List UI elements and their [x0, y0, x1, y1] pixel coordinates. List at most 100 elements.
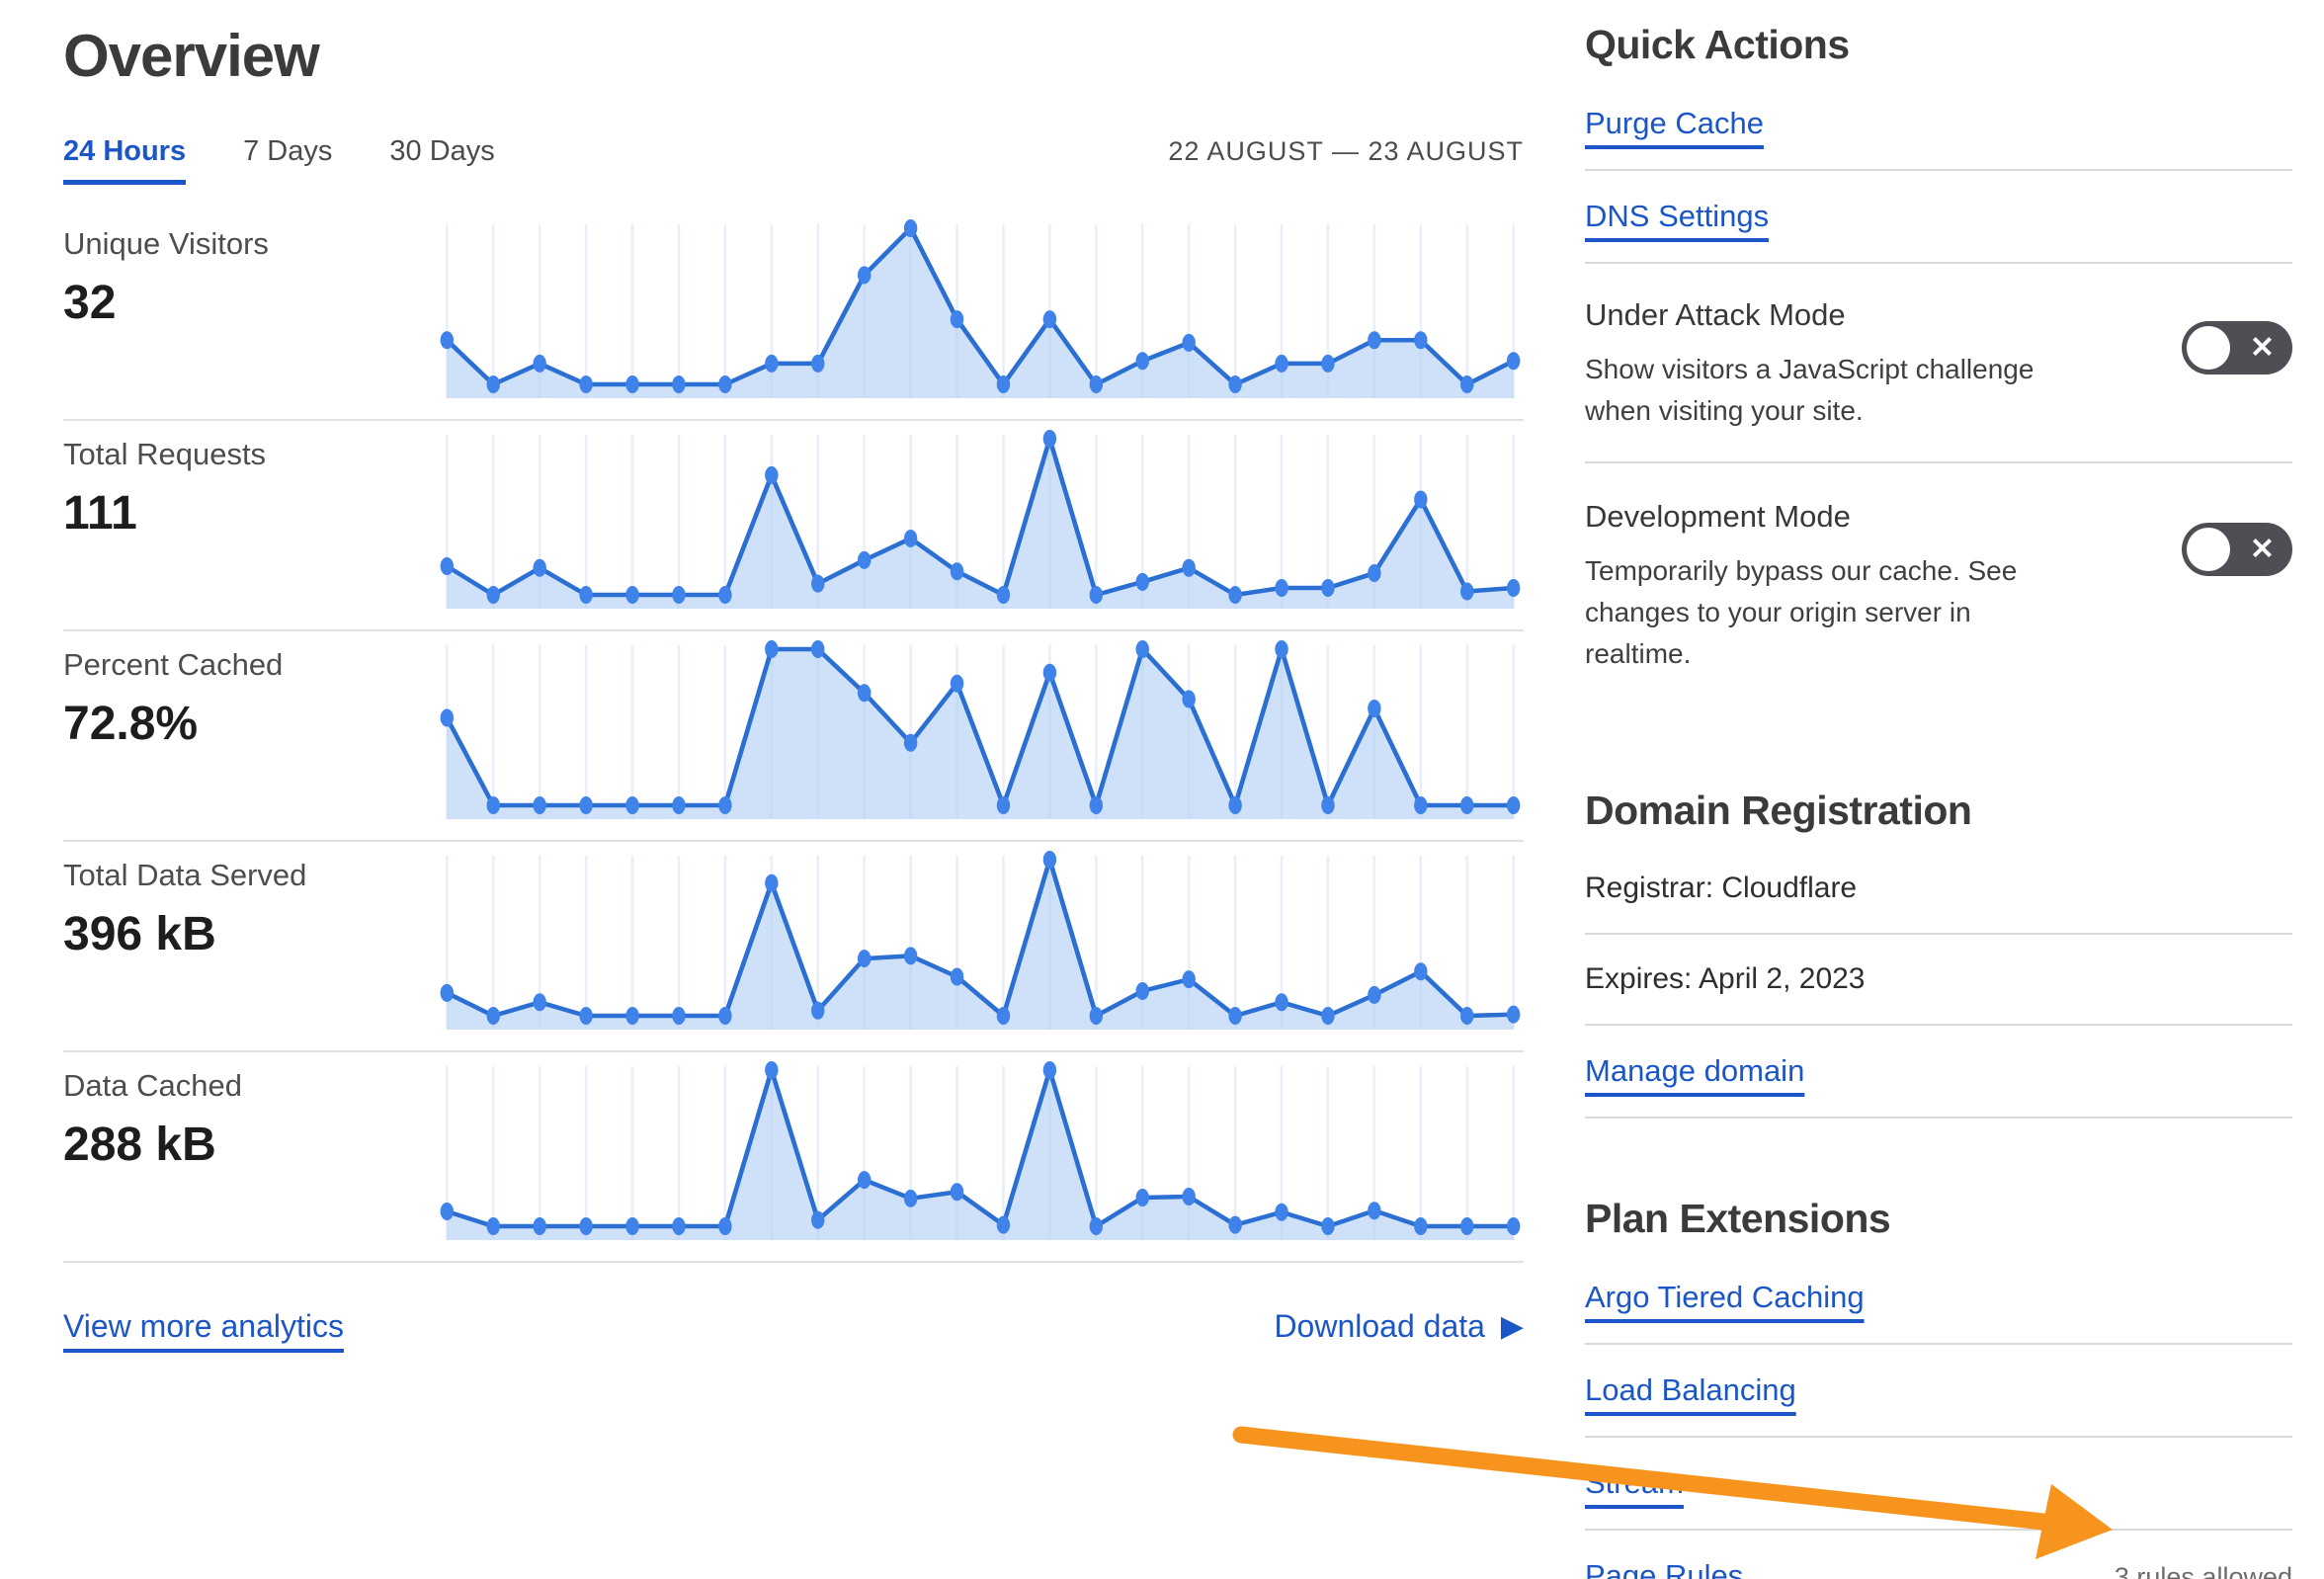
data-point	[533, 992, 546, 1011]
metric-row-percent-cached: Percent Cached 72.8%	[63, 631, 1524, 842]
data-point	[625, 795, 639, 814]
data-point	[1368, 330, 1381, 349]
development-mode-toggle[interactable]: ✕	[2182, 523, 2292, 576]
plan-extension-row: Page Rules 3 rules allowed	[1585, 1558, 2292, 1579]
area-fill	[447, 438, 1514, 609]
data-point	[486, 795, 500, 814]
data-point	[1228, 1006, 1242, 1025]
metric-label: Total Data Served	[63, 858, 307, 892]
stream-link[interactable]: Stream	[1585, 1465, 1684, 1500]
data-point	[1182, 558, 1196, 577]
under-attack-mode-toggle[interactable]: ✕	[2182, 321, 2292, 374]
metric-row-unique-visitors: Unique Visitors 32	[63, 210, 1524, 421]
data-point	[1275, 639, 1288, 658]
metric-row-total-requests: Total Requests 111	[63, 421, 1524, 631]
data-point	[1275, 578, 1288, 597]
analytics-footer-links: View more analytics Download data ▶	[63, 1308, 1524, 1345]
data-point	[903, 1189, 918, 1207]
data-point	[1460, 795, 1474, 814]
page-rules-link[interactable]: Page Rules	[1585, 1558, 1744, 1579]
data-point	[1042, 429, 1057, 448]
purge-cache-link[interactable]: Purge Cache	[1585, 106, 1764, 140]
data-point	[903, 946, 918, 964]
data-point	[1506, 351, 1521, 370]
data-point	[1414, 330, 1428, 349]
data-point	[1089, 374, 1104, 393]
argo-tiered-caching-link[interactable]: Argo Tiered Caching	[1585, 1280, 1865, 1314]
sparkline-chart	[440, 429, 1521, 609]
data-point	[996, 1006, 1011, 1025]
toggle-knob	[2187, 528, 2230, 571]
download-data-label: Download data	[1274, 1308, 1485, 1344]
data-point	[857, 949, 872, 967]
view-more-analytics-link[interactable]: View more analytics	[63, 1308, 344, 1344]
data-point	[486, 1006, 500, 1025]
data-point	[1089, 585, 1104, 604]
manage-domain-link[interactable]: Manage domain	[1585, 1053, 1805, 1088]
metric-info: Percent Cached 72.8%	[63, 631, 437, 751]
data-point	[533, 354, 546, 373]
tab-7-days[interactable]: 7 Days	[243, 135, 333, 167]
data-point	[950, 561, 964, 580]
data-point	[579, 1216, 593, 1235]
metric-info: Unique Visitors 32	[63, 210, 437, 330]
data-point	[1368, 699, 1381, 717]
data-point	[440, 330, 455, 349]
download-data-link[interactable]: Download data ▶	[1274, 1308, 1524, 1345]
data-point	[1275, 354, 1288, 373]
load-balancing-link[interactable]: Load Balancing	[1585, 1372, 1796, 1407]
data-point	[1506, 1005, 1521, 1024]
plan-extension-row: Argo Tiered Caching	[1585, 1280, 2292, 1345]
date-range-label: 22 AUGUST — 23 AUGUST	[1168, 136, 1524, 166]
data-point	[718, 374, 732, 393]
toggle-off-x-icon: ✕	[2249, 533, 2275, 566]
trend-line	[446, 1067, 1514, 1228]
data-point	[579, 1006, 593, 1025]
data-point	[857, 683, 872, 702]
data-point	[811, 354, 825, 373]
data-point	[765, 1060, 779, 1079]
metric-label: Unique Visitors	[63, 226, 269, 261]
data-point	[625, 374, 639, 393]
data-point	[1321, 795, 1335, 814]
data-point	[486, 374, 500, 393]
data-point	[440, 1202, 455, 1220]
data-point	[1414, 1216, 1428, 1235]
expires-row: Expires: April 2, 2023	[1585, 962, 2292, 1026]
data-point	[996, 585, 1011, 604]
data-point	[1368, 563, 1381, 582]
tab-24-hours[interactable]: 24 Hours	[63, 135, 187, 185]
data-point	[1275, 1203, 1288, 1221]
data-point	[903, 733, 918, 752]
data-point	[1414, 489, 1428, 508]
area-fill	[447, 859, 1514, 1030]
data-point	[811, 1210, 825, 1229]
quick-action-row: Purge Cache	[1585, 106, 2292, 171]
data-point	[1182, 1187, 1196, 1205]
metric-label: Percent Cached	[63, 647, 284, 682]
data-point	[1321, 1006, 1335, 1025]
data-point	[1321, 354, 1335, 373]
data-point	[950, 967, 964, 985]
metric-chart	[437, 639, 1524, 833]
under-attack-mode-description: Show visitors a JavaScript challenge whe…	[1585, 354, 2034, 426]
data-point	[1182, 690, 1196, 708]
data-point	[1182, 969, 1196, 988]
data-point	[533, 1216, 546, 1235]
tab-30-days[interactable]: 30 Days	[389, 135, 495, 167]
metric-value: 72.8%	[63, 698, 199, 750]
sparkline-chart	[440, 1060, 1521, 1240]
metric-chart	[437, 1060, 1524, 1254]
quick-actions-heading: Quick Actions	[1585, 22, 1850, 67]
data-point	[579, 585, 593, 604]
data-point	[950, 309, 964, 328]
dns-settings-link[interactable]: DNS Settings	[1585, 199, 1770, 233]
data-point	[672, 374, 686, 393]
metric-row-total-data-served: Total Data Served 396 kB	[63, 842, 1524, 1052]
data-point	[1368, 1201, 1381, 1219]
plan-extension-row: Load Balancing	[1585, 1372, 2292, 1438]
data-point	[1089, 1216, 1104, 1235]
quick-action-row: DNS Settings	[1585, 199, 2292, 264]
data-point	[857, 265, 872, 284]
